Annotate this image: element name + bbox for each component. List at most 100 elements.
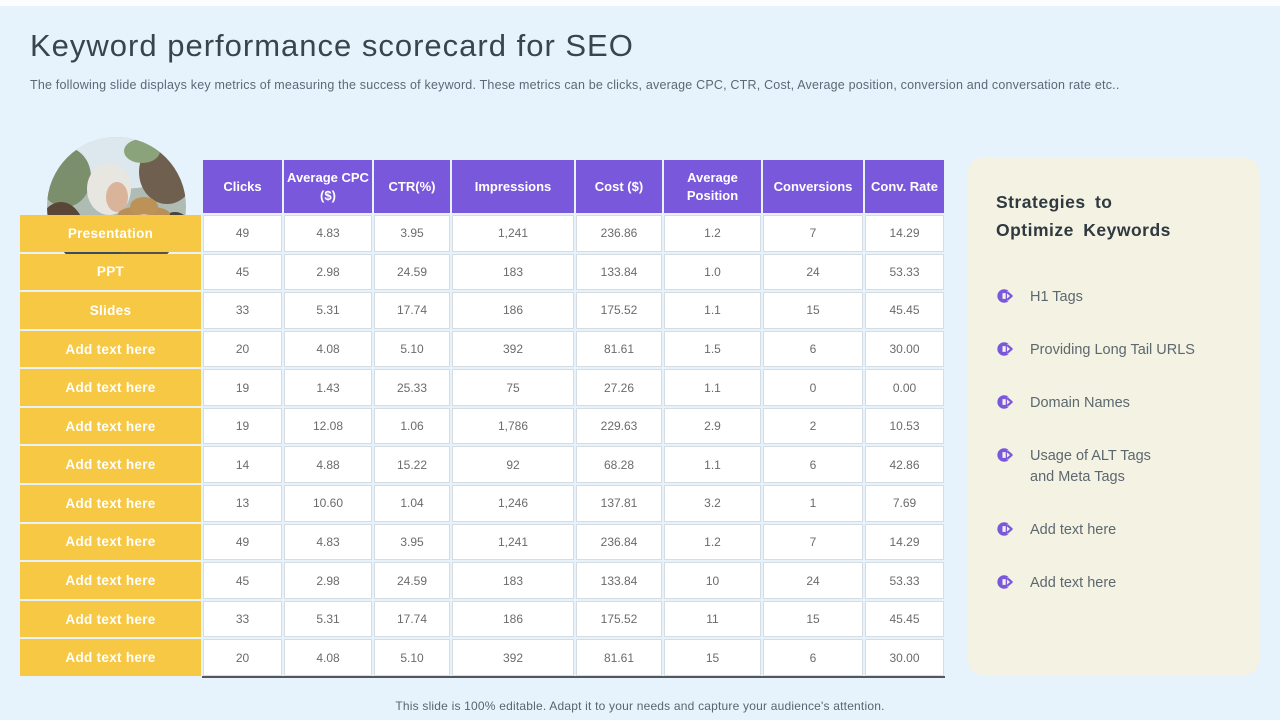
- data-cell: 68.28: [576, 446, 662, 484]
- table-bottom-border: [202, 676, 945, 678]
- data-cell: 6: [763, 639, 863, 676]
- data-cell: 5.31: [284, 600, 372, 638]
- data-cell: 20: [203, 639, 282, 676]
- data-cell: 4.08: [284, 330, 372, 368]
- data-cell: 49: [203, 215, 282, 252]
- strategy-item-label: Add text here: [1030, 522, 1117, 539]
- data-cell: 1,241: [452, 523, 574, 561]
- data-cell: 49: [203, 523, 282, 561]
- data-cell: 7.69: [865, 485, 944, 522]
- data-cell: 2.98: [284, 253, 372, 291]
- data-cell: 0: [763, 369, 863, 406]
- data-cell: 175.52: [576, 292, 662, 329]
- column-header: Average Position: [664, 160, 761, 213]
- data-cell: 53.33: [865, 253, 944, 291]
- strategy-item: H1 Tags: [996, 286, 1239, 308]
- data-cell: 1,786: [452, 407, 574, 445]
- data-cell: 45: [203, 253, 282, 291]
- data-cell: 5.31: [284, 292, 372, 329]
- data-cell: 3.95: [374, 523, 450, 561]
- data-cell: 2.98: [284, 562, 372, 599]
- strategy-item-label: Providing Long Tail URLS: [1030, 342, 1195, 359]
- circular-arrow-icon: [997, 522, 1014, 536]
- data-cell: 17.74: [374, 292, 450, 329]
- data-cell: 25.33: [374, 369, 450, 406]
- data-cell: 14.29: [865, 523, 944, 561]
- data-cell: 392: [452, 639, 574, 676]
- circular-arrow-icon: [997, 448, 1014, 462]
- data-cell: 53.33: [865, 562, 944, 599]
- data-cell: 1.1: [664, 369, 761, 406]
- circular-arrow-icon: [997, 289, 1014, 303]
- data-cell: 6: [763, 330, 863, 368]
- row-label-cell[interactable]: Add text here: [20, 446, 201, 484]
- strategy-item: Domain Names: [996, 392, 1239, 414]
- strategy-item-label: Usage of ALT Tags and Meta Tags: [1030, 448, 1151, 486]
- data-cell: 229.63: [576, 407, 662, 445]
- data-cell: 7: [763, 523, 863, 561]
- row-label-cell[interactable]: Add text here: [20, 369, 201, 406]
- row-label-cell[interactable]: Add text here: [20, 523, 201, 561]
- column-header: Clicks: [203, 160, 282, 213]
- data-cell: 20: [203, 330, 282, 368]
- footer-note: This slide is 100% editable. Adapt it to…: [395, 699, 885, 713]
- data-cell: 183: [452, 562, 574, 599]
- data-cell: 15: [763, 600, 863, 638]
- column-header: Cost ($): [576, 160, 662, 213]
- circular-arrow-icon: [997, 395, 1014, 409]
- data-cell: 27.26: [576, 369, 662, 406]
- data-cell: 1.04: [374, 485, 450, 522]
- data-cell: 24.59: [374, 562, 450, 599]
- row-label-cell: PPT: [20, 253, 201, 291]
- data-cell: 75: [452, 369, 574, 406]
- strategy-item: Providing Long Tail URLS: [996, 339, 1239, 361]
- row-label-cell: Presentation: [20, 215, 201, 252]
- strategy-item: Usage of ALT Tags and Meta Tags: [996, 445, 1239, 488]
- row-label-cell[interactable]: Add text here: [20, 407, 201, 445]
- data-cell: 175.52: [576, 600, 662, 638]
- data-cell: 10: [664, 562, 761, 599]
- data-cell: 1.43: [284, 369, 372, 406]
- data-cell: 30.00: [865, 330, 944, 368]
- slide-subtitle: The following slide displays key metrics…: [30, 78, 1120, 92]
- data-cell: 81.61: [576, 639, 662, 676]
- column-header: CTR(%): [374, 160, 450, 213]
- data-cell: 33: [203, 600, 282, 638]
- data-cell: 1.06: [374, 407, 450, 445]
- strategies-panel: Strategies to Optimize Keywords H1 Tags …: [968, 158, 1259, 675]
- strategies-panel-title: Strategies to Optimize Keywords: [996, 192, 1171, 240]
- data-cell: 7: [763, 215, 863, 252]
- data-cell: 0.00: [865, 369, 944, 406]
- data-cell: 392: [452, 330, 574, 368]
- data-cell: 3.95: [374, 215, 450, 252]
- data-cell: 4.83: [284, 215, 372, 252]
- data-cell: 24.59: [374, 253, 450, 291]
- data-cell: 92: [452, 446, 574, 484]
- data-cell: 81.61: [576, 330, 662, 368]
- strategy-item[interactable]: Add text here: [996, 519, 1239, 541]
- row-label-cell[interactable]: Add text here: [20, 562, 201, 599]
- strategy-item-label: Add text here: [1030, 575, 1117, 592]
- data-cell: 24: [763, 253, 863, 291]
- data-cell: 236.86: [576, 215, 662, 252]
- column-header: Impressions: [452, 160, 574, 213]
- data-cell: 3.2: [664, 485, 761, 522]
- data-cell: 133.84: [576, 253, 662, 291]
- data-cell: 10.60: [284, 485, 372, 522]
- data-cell: 24: [763, 562, 863, 599]
- slide-title: Keyword performance scorecard for SEO: [30, 28, 634, 63]
- row-label-cell[interactable]: Add text here: [20, 485, 201, 522]
- data-cell: 1.1: [664, 446, 761, 484]
- data-cell: 4.83: [284, 523, 372, 561]
- strategy-item[interactable]: Add text here: [996, 572, 1239, 594]
- slide-top-margin: [0, 0, 1280, 6]
- data-cell: 186: [452, 292, 574, 329]
- row-label-cell[interactable]: Add text here: [20, 600, 201, 638]
- data-cell: 45: [203, 562, 282, 599]
- data-cell: 15: [763, 292, 863, 329]
- data-cell: 1.2: [664, 523, 761, 561]
- data-cell: 137.81: [576, 485, 662, 522]
- data-cell: 183: [452, 253, 574, 291]
- row-label-cell[interactable]: Add text here: [20, 330, 201, 368]
- row-label-cell[interactable]: Add text here: [20, 639, 201, 676]
